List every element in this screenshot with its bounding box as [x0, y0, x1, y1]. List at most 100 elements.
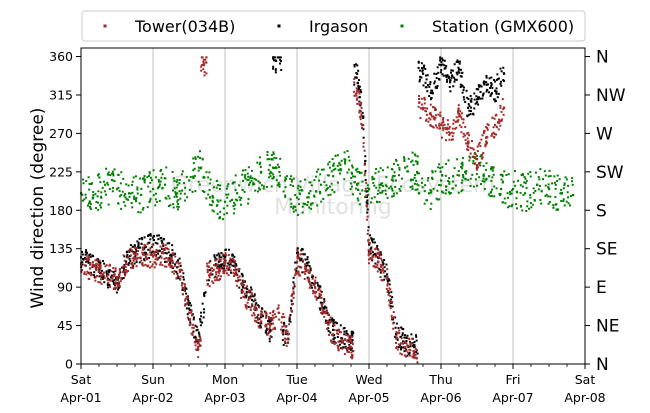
data-point — [332, 319, 335, 322]
data-point — [414, 353, 417, 356]
data-point — [320, 311, 323, 314]
data-point — [113, 168, 116, 171]
data-point — [441, 73, 444, 76]
data-point — [370, 246, 373, 249]
data-point — [425, 113, 428, 116]
data-point — [226, 265, 229, 268]
data-point — [474, 178, 477, 181]
data-point — [464, 125, 467, 128]
data-point — [451, 187, 454, 190]
data-point — [358, 172, 361, 175]
data-point — [85, 259, 88, 262]
data-point — [420, 67, 423, 70]
data-point — [418, 101, 421, 104]
data-point — [292, 286, 295, 289]
data-point — [429, 98, 432, 101]
data-point — [451, 180, 454, 183]
data-point — [533, 198, 536, 201]
data-point — [326, 328, 329, 331]
data-point — [512, 180, 515, 183]
data-point — [276, 184, 279, 187]
data-point — [271, 158, 274, 161]
y-tick-label: 45 — [57, 318, 73, 333]
data-point — [270, 158, 273, 161]
data-point — [459, 83, 462, 86]
data-point — [502, 79, 505, 82]
data-point — [388, 187, 391, 190]
x-tick-day: Wed — [355, 372, 382, 387]
data-point — [493, 195, 496, 198]
data-point — [355, 76, 358, 79]
x-tick-day: Fri — [506, 372, 521, 387]
data-point — [379, 257, 382, 260]
data-point — [500, 70, 503, 73]
data-point — [148, 257, 151, 260]
data-point — [343, 333, 346, 336]
data-point — [488, 175, 491, 178]
data-point — [548, 201, 551, 204]
data-point — [287, 337, 290, 340]
data-point — [406, 354, 409, 357]
data-point — [368, 258, 371, 261]
data-point — [510, 205, 513, 208]
data-point — [547, 195, 550, 198]
data-point — [447, 180, 450, 183]
data-point — [215, 271, 218, 274]
legend-item[interactable]: Tower(034B) — [103, 17, 236, 36]
data-point — [485, 83, 488, 86]
data-point — [167, 263, 170, 266]
legend-item[interactable]: Irgason — [277, 17, 369, 36]
data-point — [366, 232, 369, 235]
data-point — [419, 75, 422, 78]
data-point — [366, 199, 369, 202]
data-point — [229, 260, 232, 263]
data-point — [307, 271, 310, 274]
data-point — [374, 252, 377, 255]
data-point — [370, 249, 373, 252]
data-point — [191, 323, 194, 326]
data-point — [139, 246, 142, 249]
data-point — [320, 168, 323, 171]
data-point — [326, 187, 329, 190]
legend-item[interactable]: Station (GMX600) — [400, 17, 575, 36]
data-point — [493, 132, 496, 135]
data-point — [286, 342, 289, 345]
data-point — [332, 325, 335, 328]
data-point — [431, 92, 434, 95]
data-point — [449, 81, 452, 84]
data-point — [566, 191, 569, 194]
data-point — [470, 97, 473, 100]
data-point — [156, 251, 159, 254]
data-point — [169, 257, 172, 260]
data-point — [243, 280, 246, 283]
data-point — [425, 119, 428, 122]
data-point — [568, 204, 571, 207]
data-point — [316, 284, 319, 287]
data-point — [503, 170, 506, 173]
data-point — [420, 76, 423, 79]
data-point — [381, 191, 384, 194]
data-point — [118, 281, 121, 284]
data-point — [89, 267, 92, 270]
data-point — [423, 202, 426, 205]
data-point — [178, 268, 181, 271]
data-point — [382, 271, 385, 274]
data-point — [177, 205, 180, 208]
data-point — [273, 59, 276, 62]
data-point — [183, 283, 186, 286]
data-point — [475, 173, 478, 176]
data-point — [506, 192, 509, 195]
data-point — [496, 73, 499, 76]
data-point — [285, 329, 288, 332]
data-point — [341, 347, 344, 350]
data-point — [286, 175, 289, 178]
data-point — [404, 355, 407, 358]
data-point — [272, 309, 275, 312]
data-point — [257, 317, 260, 320]
data-point — [296, 247, 299, 250]
data-point — [475, 154, 478, 157]
data-point — [453, 167, 456, 170]
data-point — [173, 272, 176, 275]
data-point — [148, 234, 151, 237]
legend[interactable]: Tower(034B) Irgason Station (GMX600) — [81, 10, 586, 42]
